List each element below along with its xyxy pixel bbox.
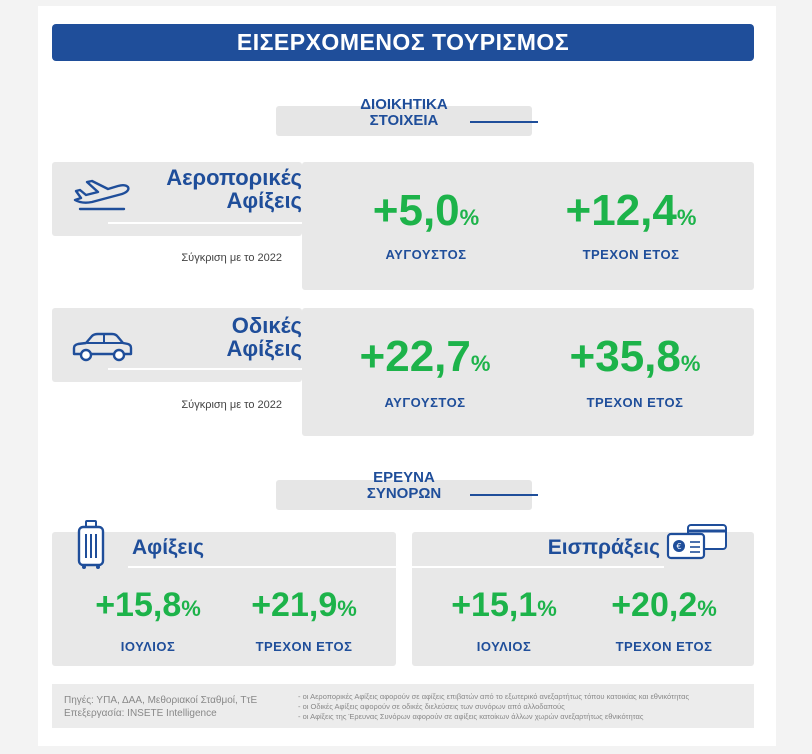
footer-note: - οι Οδικές Αφίξεις αφορούν σε οδικές δι… bbox=[298, 702, 565, 711]
footer-note: - οι Αεροπορικές Αφίξεις αφορούν σε αφίξ… bbox=[298, 692, 690, 701]
road-label-line2: Αφίξεις bbox=[226, 336, 302, 361]
footer-sources: Πηγές: ΥΠΑ, ΔΑΑ, Μεθοριακοί Σταθμοί, ΤτΕ… bbox=[64, 694, 257, 720]
stat-unit: % bbox=[470, 351, 491, 376]
survey-arrivals-label: Αφίξεις bbox=[132, 536, 205, 559]
air-label-line2: Αφίξεις bbox=[226, 188, 302, 213]
section-divider-line bbox=[470, 494, 538, 496]
stat-value: +5,0 bbox=[372, 186, 460, 235]
stat-value: +12,4 bbox=[565, 186, 677, 235]
footer-notes: - οι Αεροπορικές Αφίξεις αφορούν σε αφίξ… bbox=[298, 692, 689, 722]
section-divider-line bbox=[470, 121, 538, 123]
section-label-line2: ΣΥΝΟΡΩΝ bbox=[366, 485, 442, 502]
survey-receipts-stat-ytd: +20,2% bbox=[584, 586, 744, 625]
car-icon bbox=[72, 332, 133, 362]
air-period-august: ΑΥΓΟΥΣΤΟΣ bbox=[385, 247, 467, 262]
air-stats-panel bbox=[302, 162, 754, 290]
airplane-icon bbox=[73, 179, 130, 211]
road-compare-note: Σύγκριση με το 2022 bbox=[181, 399, 282, 411]
footer-note: - οι Αφίξεις της Έρευνας Συνόρων αφορούν… bbox=[298, 712, 644, 721]
road-stat-august: +22,7% bbox=[320, 332, 530, 382]
stat-value: +21,9 bbox=[251, 586, 338, 624]
section-label-line2: ΣΤΟΙΧΕΙΑ bbox=[369, 112, 439, 129]
svg-text:€: € bbox=[676, 542, 681, 551]
air-stat-ytd: +12,4% bbox=[526, 186, 736, 236]
stat-value: +20,2 bbox=[611, 586, 698, 624]
stat-unit: % bbox=[697, 596, 717, 621]
air-arrivals-label: Αεροπορικές Αφίξεις bbox=[128, 166, 302, 212]
road-divider bbox=[108, 368, 302, 370]
air-stat-august: +5,0% bbox=[326, 186, 526, 236]
section-label-admin: ΔΙΟΙΚΗΤΙΚΑ ΣΤΟΙΧΕΙΑ bbox=[324, 97, 484, 129]
footer-processing-line: Επεξεργασία: INSETE Intelligence bbox=[64, 708, 217, 719]
air-compare-note: Σύγκριση με το 2022 bbox=[181, 252, 282, 264]
survey-receipts-stat-july: +15,1% bbox=[424, 586, 584, 625]
stat-unit: % bbox=[181, 596, 201, 621]
air-period-ytd: ΤΡΕΧΟΝ ΕΤΟΣ bbox=[582, 247, 680, 262]
survey-arrivals-period-july: ΙΟΥΛΙΟΣ bbox=[120, 639, 176, 654]
road-stat-ytd: +35,8% bbox=[530, 332, 740, 382]
survey-arrivals-stat-july: +15,8% bbox=[68, 586, 228, 625]
credit-card-icon: € bbox=[666, 524, 727, 560]
page-title: ΕΙΣΕΡΧΟΜΕΝΟΣ ΤΟΥΡΙΣΜΟΣ bbox=[52, 24, 754, 61]
footer: Πηγές: ΥΠΑ, ΔΑΑ, Μεθοριακοί Σταθμοί, ΤτΕ… bbox=[52, 684, 754, 728]
road-period-ytd: ΤΡΕΧΟΝ ΕΤΟΣ bbox=[586, 395, 684, 410]
stat-value: +22,7 bbox=[359, 332, 471, 381]
stat-value: +35,8 bbox=[569, 332, 681, 381]
stat-unit: % bbox=[680, 351, 701, 376]
air-divider bbox=[108, 222, 302, 224]
road-label-line1: Οδικές bbox=[231, 313, 302, 338]
survey-arrivals-panel bbox=[52, 532, 396, 666]
road-period-august: ΑΥΓΟΥΣΤΟΣ bbox=[384, 395, 466, 410]
infographic: ΕΙΣΕΡΧΟΜΕΝΟΣ ΤΟΥΡΙΣΜΟΣ ΔΙΟΙΚΗΤΙΚΑ ΣΤΟΙΧΕ… bbox=[38, 6, 776, 746]
survey-receipts-label: Εισπράξεις bbox=[547, 536, 660, 559]
survey-arrivals-stat-ytd: +21,9% bbox=[224, 586, 384, 625]
survey-receipts-period-ytd: ΤΡΕΧΟΝ ΕΤΟΣ bbox=[615, 639, 713, 654]
suitcase-icon bbox=[77, 520, 105, 569]
footer-source-line: Πηγές: ΥΠΑ, ΔΑΑ, Μεθοριακοί Σταθμοί, ΤτΕ bbox=[64, 695, 258, 706]
section-label-line1: ΕΡΕΥΝΑ bbox=[373, 469, 435, 486]
survey-receipts-period-july: ΙΟΥΛΙΟΣ bbox=[476, 639, 532, 654]
section-label-survey: ΕΡΕΥΝΑ ΣΥΝΟΡΩΝ bbox=[324, 470, 484, 502]
stat-value: +15,1 bbox=[451, 586, 538, 624]
air-label-line1: Αεροπορικές bbox=[166, 165, 302, 190]
survey-receipts-divider bbox=[412, 566, 664, 568]
survey-arrivals-period-ytd: ΤΡΕΧΟΝ ΕΤΟΣ bbox=[255, 639, 353, 654]
section-label-line1: ΔΙΟΙΚΗΤΙΚΑ bbox=[360, 96, 448, 113]
stat-unit: % bbox=[459, 205, 480, 230]
stat-unit: % bbox=[676, 205, 697, 230]
stat-value: +15,8 bbox=[95, 586, 182, 624]
survey-arrivals-divider bbox=[128, 566, 396, 568]
road-arrivals-label: Οδικές Αφίξεις bbox=[128, 314, 302, 360]
road-stats-panel bbox=[302, 308, 754, 436]
stat-unit: % bbox=[337, 596, 357, 621]
stat-unit: % bbox=[537, 596, 557, 621]
